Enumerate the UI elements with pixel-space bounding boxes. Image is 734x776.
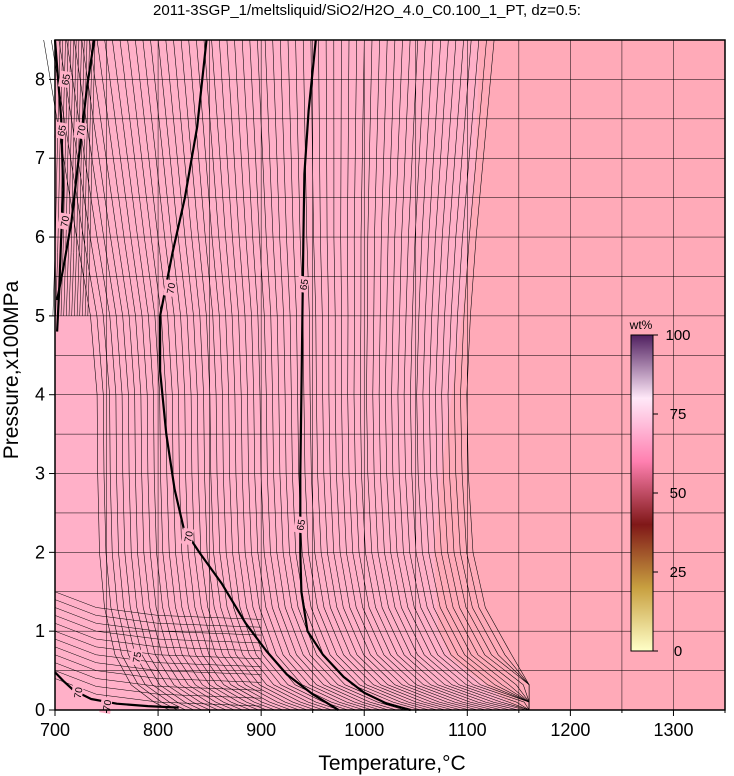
contour-label: 65 <box>293 515 308 534</box>
y-axis-label: Pressure,x100MPa <box>0 280 23 459</box>
colorbar-tick-label: 50 <box>670 485 687 502</box>
x-tick-label: 1300 <box>653 720 693 740</box>
y-tick-label: 2 <box>35 542 45 562</box>
y-tick-label: 3 <box>35 464 45 484</box>
minor-contour <box>74 39 82 316</box>
major-contour-65 <box>299 39 411 712</box>
contour-label-text: 70 <box>183 530 196 543</box>
minor-contour <box>71 39 80 316</box>
minor-contour <box>84 39 93 316</box>
contour-label-text: 70 <box>59 215 72 228</box>
contour-label-bg <box>296 275 310 294</box>
major-contour-70 <box>56 39 96 301</box>
major-contour-70 <box>159 39 340 711</box>
minor-contour <box>68 39 77 316</box>
colorbar-tick-label: 75 <box>670 406 687 423</box>
colorbar-label: wt% <box>629 318 653 332</box>
contour-label-bg <box>129 648 143 666</box>
x-axis-label: Temperature,°C <box>318 752 465 775</box>
contour-label-text: 65 <box>298 278 311 291</box>
plot-frame <box>54 39 726 711</box>
colorbar-tick-label: 0 <box>674 643 682 660</box>
contour-label: 70 <box>70 683 86 702</box>
x-tick-label: 700 <box>40 720 70 740</box>
x-tick-label: 1100 <box>448 720 487 740</box>
y-tick-label: 4 <box>35 385 45 405</box>
contour-label-text: 65 <box>295 518 308 531</box>
minor-contour <box>66 39 74 316</box>
y-tick-label: 1 <box>35 621 45 641</box>
contour-label-bg <box>180 527 195 546</box>
colorbar-tick-label: 100 <box>665 327 690 344</box>
contour-label-text: 70 <box>76 124 89 137</box>
contour-label: 70 <box>163 279 178 298</box>
contour-label-bg <box>53 121 68 140</box>
contour-label-text: 70 <box>165 282 178 295</box>
major-contour-70 <box>54 671 179 709</box>
colorbar: wt% 0 25 50 75 100 <box>629 318 691 660</box>
contour-label: 70 <box>73 121 89 140</box>
contour-label-bg <box>70 683 85 702</box>
y-tick-label: 0 <box>35 700 45 720</box>
y-axis-ticks: 0 1 2 3 4 5 6 7 8 <box>35 69 55 720</box>
contour-label-bg <box>57 212 71 231</box>
contour-labels: 65 65 70 70 70 65 65 70 75 70 70 <box>53 70 311 715</box>
y-tick-label: 6 <box>35 227 45 247</box>
contour-label: 65 <box>53 121 69 140</box>
minor-contour <box>60 39 69 316</box>
contour-label-text: 70 <box>73 686 86 699</box>
minor-contour <box>76 39 85 316</box>
contour-label-bg <box>73 121 88 140</box>
y-tick-label: 8 <box>35 69 45 89</box>
contour-label-bg <box>58 70 72 89</box>
colorbar-tick-label: 25 <box>670 564 687 581</box>
chart-title: 2011-3SGP_1/meltsliquid/SiO2/H2O_4.0_C0.… <box>153 2 581 19</box>
minor-contour <box>87 39 96 316</box>
colorbar-ticks: 0 25 50 75 100 <box>653 327 691 660</box>
contour-label-text: 75 <box>131 651 144 664</box>
minor-contour <box>63 39 72 316</box>
contour-label-bg <box>163 279 177 298</box>
x-tick-label: 1000 <box>344 720 384 740</box>
y-tick-label: 5 <box>35 306 45 326</box>
contour-label-text: 70 <box>102 699 115 712</box>
contour-label: 70 <box>180 527 196 546</box>
y-tick-label: 7 <box>35 148 45 168</box>
contour-label-text: 65 <box>56 124 69 137</box>
minor-contour <box>55 39 64 316</box>
contour-label: 65 <box>58 70 73 89</box>
minor-contour <box>82 39 90 316</box>
colorbar-scale <box>630 334 654 652</box>
x-tick-label: 900 <box>246 720 276 740</box>
contour-label-bg <box>293 515 307 534</box>
x-tick-label: 800 <box>143 720 173 740</box>
contour-label: 70 <box>57 212 72 231</box>
contour-label: 75 <box>129 648 144 666</box>
x-axis-ticks: 700 800 900 1000 1100 1200 1300 <box>40 710 726 740</box>
contour-label: 65 <box>296 275 311 294</box>
contour-label-text: 65 <box>60 73 73 86</box>
x-tick-label: 1200 <box>550 720 590 740</box>
